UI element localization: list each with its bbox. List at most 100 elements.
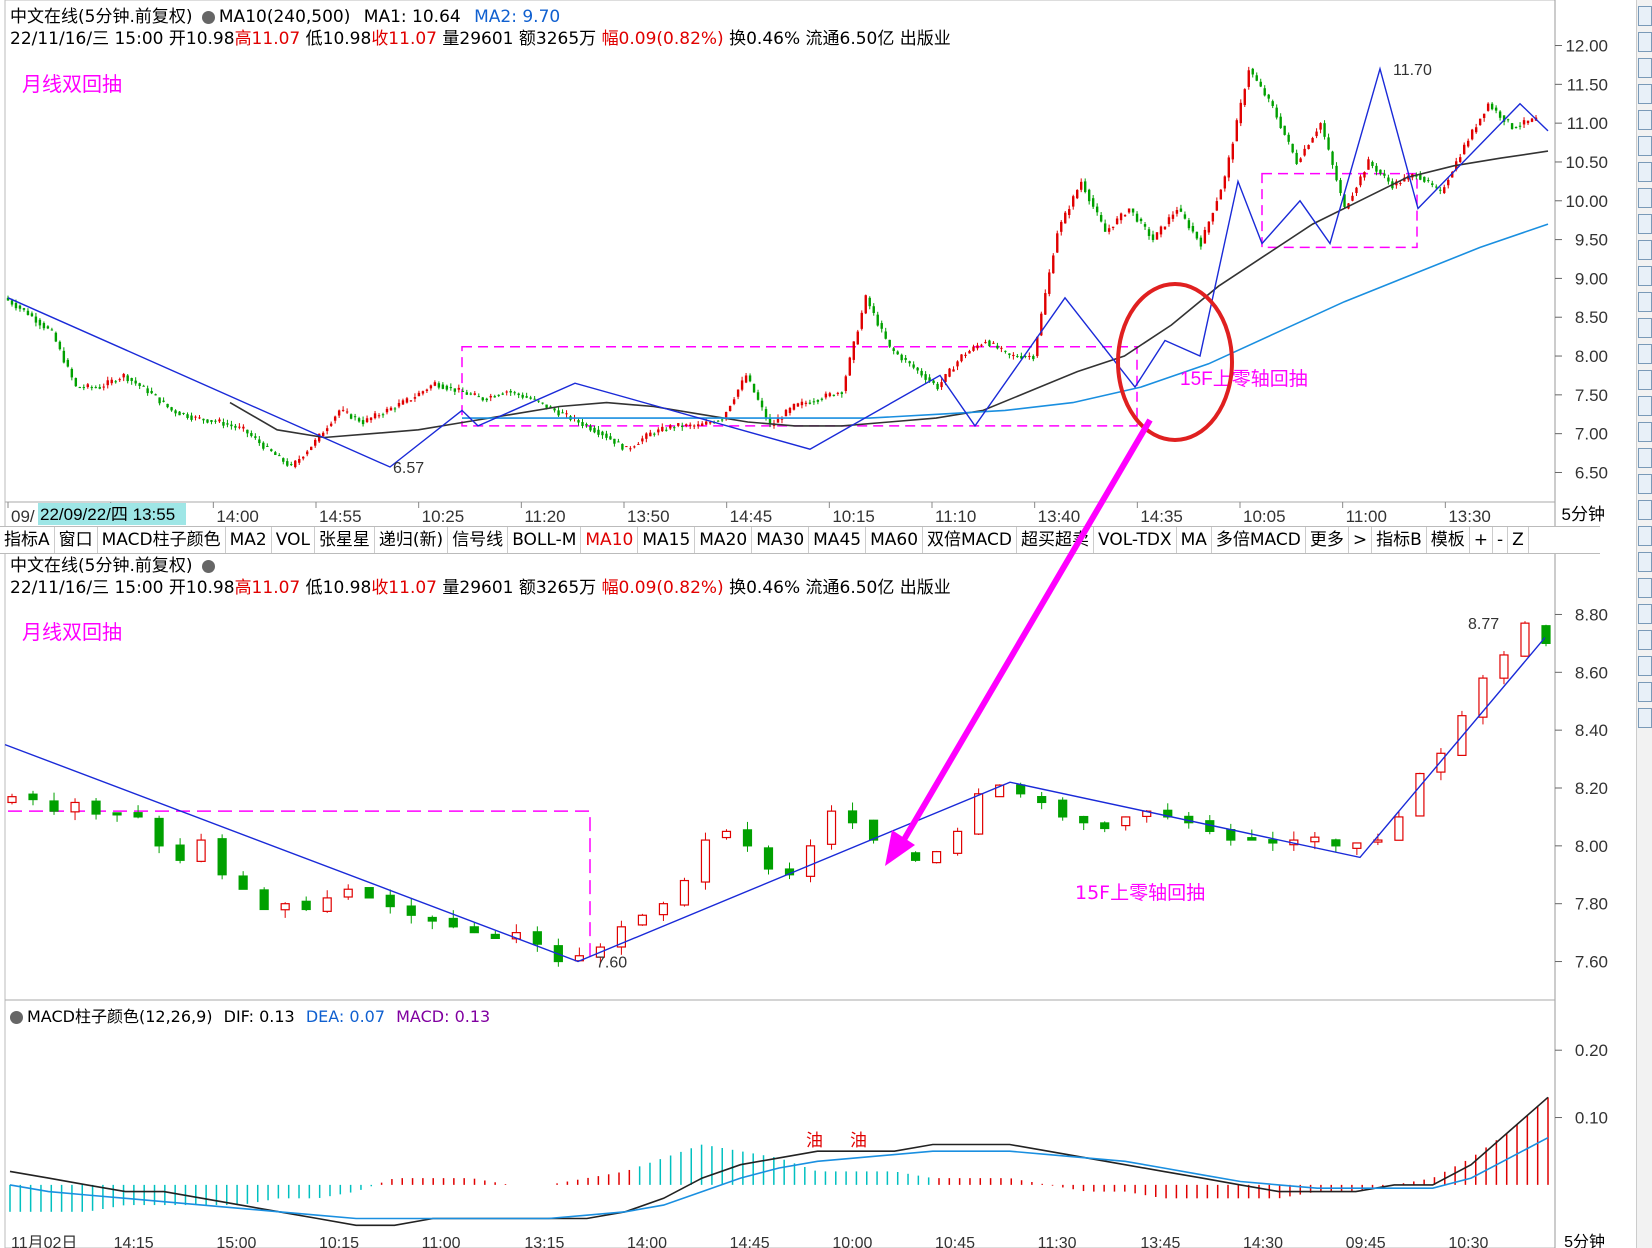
toolbar-tool-icon[interactable] <box>1638 162 1652 182</box>
toolbar-tool-icon[interactable] <box>1638 32 1652 52</box>
tab-17[interactable]: VOL-TDX <box>1094 527 1177 553</box>
top-candle-body <box>593 427 596 433</box>
tab-14[interactable]: MA60 <box>866 527 924 553</box>
tab-26[interactable]: Z <box>1508 527 1529 553</box>
tab-6[interactable]: 递归(新) <box>375 527 449 553</box>
top-candle-body <box>377 415 381 417</box>
tab-13[interactable]: MA45 <box>809 527 867 553</box>
toolbar-tool-icon[interactable] <box>1638 474 1652 494</box>
tab-16[interactable]: 超买超卖 <box>1017 527 1094 553</box>
tab-5[interactable]: 张星星 <box>315 527 375 553</box>
toolbar-tool-icon[interactable] <box>1638 110 1652 130</box>
toolbar-tool-icon[interactable] <box>1638 240 1652 260</box>
tab-9[interactable]: MA10 <box>581 527 639 553</box>
time-tick-label: 14:35 <box>1140 507 1183 526</box>
top-candle-body <box>337 410 341 416</box>
mid-candle-body <box>49 800 59 812</box>
top-candle-body <box>449 387 453 389</box>
toolbar-tool-icon[interactable] <box>1638 370 1652 390</box>
top-candle-body <box>1459 157 1462 162</box>
tab-0[interactable]: 指标A <box>0 527 55 553</box>
macd-tick-label: 0.10 <box>1575 1109 1608 1128</box>
top-candle-body <box>341 409 345 411</box>
tab-2[interactable]: MACD柱子颜色 <box>98 527 226 553</box>
toolbar-tool-icon[interactable] <box>1638 552 1652 572</box>
mid-candle-body <box>721 830 732 839</box>
toolbar-tool-icon[interactable] <box>1638 526 1652 546</box>
tab-25[interactable]: - <box>1493 527 1509 553</box>
tab-24[interactable]: + <box>1470 527 1493 553</box>
toolbar-tool-icon[interactable] <box>1638 266 1652 286</box>
toolbar-tool-icon[interactable] <box>1638 708 1652 728</box>
mid-price-chart[interactable]: 8.80 8.60 8.40 8.20 8.00 7.80 7.60 8.77 7.60 <box>0 0 1652 1000</box>
tab-22[interactable]: 指标B <box>1372 527 1427 553</box>
toolbar-tool-icon[interactable] <box>1638 344 1652 364</box>
tab-11[interactable]: MA20 <box>695 527 753 553</box>
top-candle-body <box>1303 148 1306 156</box>
top-candle-body <box>1431 183 1434 186</box>
top-candle-body <box>609 436 612 440</box>
top-candle-body <box>1331 151 1334 165</box>
tab-8[interactable]: BOLL-M <box>508 527 582 553</box>
tab-4[interactable]: VOL <box>272 527 315 553</box>
period-label: (5分钟.前复权) <box>78 7 193 27</box>
top-candle-body <box>964 354 967 357</box>
toolbar-tool-icon[interactable] <box>1638 84 1652 104</box>
toolbar-tool-icon[interactable] <box>1638 396 1652 416</box>
top-candle-body <box>1423 176 1426 182</box>
time-tick-label: 11:10 <box>935 507 976 526</box>
toolbar-tool-icon[interactable] <box>1638 6 1652 26</box>
top-candle-body <box>258 439 261 444</box>
top-candle-body <box>1295 152 1298 164</box>
tab-20[interactable]: 更多 <box>1306 527 1349 553</box>
top-candle-body <box>956 361 959 367</box>
top-candle-body <box>1498 111 1502 118</box>
price-tick-label: 8.00 <box>1575 347 1608 366</box>
tab-15[interactable]: 双倍MACD <box>923 527 1017 553</box>
mid-candle-body <box>1037 796 1047 804</box>
macd-period-bg <box>1557 1232 1652 1248</box>
toolbar-tool-icon[interactable] <box>1638 136 1652 156</box>
top-candle-body <box>1315 131 1318 137</box>
tab-1[interactable]: 窗口 <box>55 527 98 553</box>
toolbar-tool-icon[interactable] <box>1638 448 1652 468</box>
top-candle-body <box>481 397 484 401</box>
tab-3[interactable]: MA2 <box>226 527 272 553</box>
tab-7[interactable]: 信号线 <box>448 527 509 553</box>
top-candle-body <box>142 385 145 387</box>
macd-time-tick-label: 11月02日 <box>11 1235 77 1248</box>
mid-candle-body <box>1436 752 1446 773</box>
indicator-toggle-icon-mid[interactable] <box>201 559 215 573</box>
time-tick-label: 10:05 <box>1243 507 1286 526</box>
toolbar-tool-icon[interactable] <box>1638 578 1652 598</box>
tab-10[interactable]: MA15 <box>638 527 696 553</box>
top-candle-body <box>716 420 720 422</box>
top-candle-body <box>50 329 54 331</box>
top-price-chart[interactable]: 12.00 11.50 11.00 10.50 10.00 9.50 9.00 8.50 8.0… <box>0 0 1652 526</box>
toolbar-tool-icon[interactable] <box>1638 682 1652 702</box>
toolbar-tool-icon[interactable] <box>1638 58 1652 78</box>
top-candle-body <box>413 397 417 399</box>
toolbar-tool-icon[interactable] <box>1638 630 1652 650</box>
top-candle-body <box>1343 194 1346 207</box>
tab-18[interactable]: MA <box>1177 527 1212 553</box>
top-candle-body <box>1036 336 1039 357</box>
tab-23[interactable]: 模板 <box>1427 527 1470 553</box>
top-candle-body <box>333 416 337 421</box>
tab-19[interactable]: 多倍MACD <box>1212 527 1306 553</box>
toolbar-tool-icon[interactable] <box>1638 656 1652 676</box>
mid-candle-body <box>91 800 101 815</box>
tab-21[interactable]: > <box>1349 527 1373 553</box>
toolbar-tool-icon[interactable] <box>1638 500 1652 520</box>
top-candle-body <box>162 400 165 402</box>
toolbar-tool-icon[interactable] <box>1638 318 1652 338</box>
tab-12[interactable]: MA30 <box>752 527 810 553</box>
macd-toggle-icon[interactable] <box>10 1011 23 1024</box>
toolbar-tool-icon[interactable] <box>1638 292 1652 312</box>
toolbar-tool-icon[interactable] <box>1638 422 1652 442</box>
toolbar-tool-icon[interactable] <box>1638 188 1652 208</box>
indicator-toggle-icon[interactable] <box>201 10 215 24</box>
toolbar-tool-icon[interactable] <box>1638 214 1652 234</box>
toolbar-tool-icon[interactable] <box>1638 604 1652 624</box>
